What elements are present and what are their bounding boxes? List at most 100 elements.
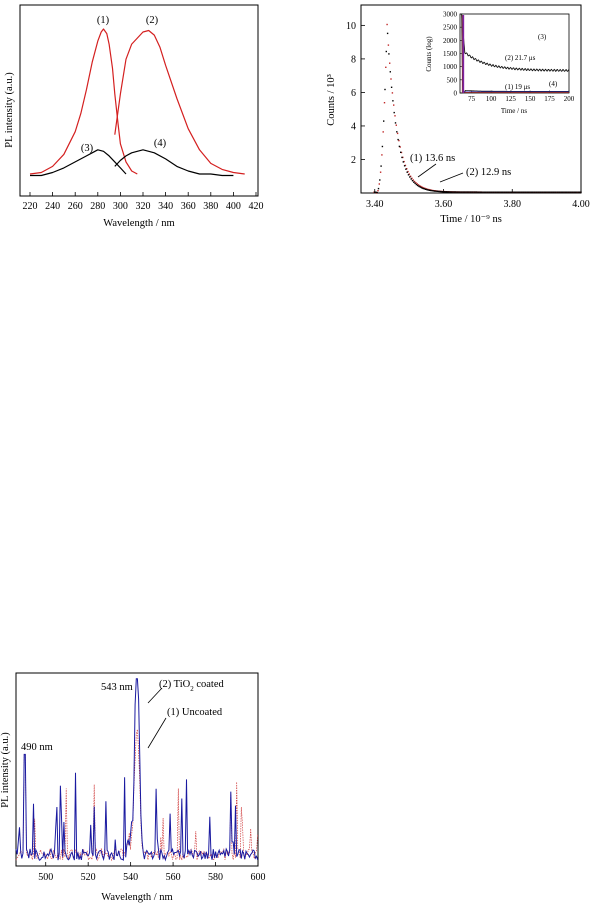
decay-point-series-2 xyxy=(571,191,573,193)
decay-y-tick-label: 2 xyxy=(351,155,356,166)
decay-point-series-2 xyxy=(503,191,505,193)
inset-series-1 xyxy=(461,13,569,94)
decay-point-series-1 xyxy=(385,66,387,68)
decay-point-series-2 xyxy=(437,190,440,193)
pl-green-series-label-2: (2) TiO2 coated xyxy=(159,679,225,693)
decay-point-series-1 xyxy=(382,131,384,133)
decay-point-series-2 xyxy=(415,183,418,186)
decay-inset: 75 100 125 150 175 20005001000150020002500300… xyxy=(425,11,575,116)
pl-uv-x-tick-label: 360 xyxy=(181,201,196,212)
pl-green-series-label-1: (1) Uncoated xyxy=(167,707,223,718)
decay-point-series-2 xyxy=(473,191,475,193)
decay-point-series-2 xyxy=(568,191,570,193)
decay-point-series-2 xyxy=(434,190,436,192)
decay-point-series-2 xyxy=(505,191,508,193)
decay-point-series-2 xyxy=(409,176,411,178)
decay-point-series-2 xyxy=(413,181,415,183)
inset-series-2 xyxy=(461,13,570,72)
decay-point-series-2 xyxy=(465,191,467,193)
decay-point-series-2 xyxy=(541,191,543,193)
pl-green-arrow-1 xyxy=(147,717,167,749)
decay-point-series-2 xyxy=(377,187,380,190)
decay-point-series-2 xyxy=(572,191,574,193)
decay-point-series-2 xyxy=(533,191,535,193)
decay-point-series-2 xyxy=(477,191,479,193)
decay-point-series-1 xyxy=(386,23,388,26)
pl-uv-y-axis-label: PL intensity (a.u.) xyxy=(4,72,15,148)
decay-point-series-2 xyxy=(414,182,416,185)
decay-point-series-2 xyxy=(403,165,406,167)
pl-green-x-tick-label: 540 xyxy=(123,872,138,883)
inset-y-tick-label: 1000 xyxy=(443,63,458,71)
decay-point-series-2 xyxy=(498,191,500,193)
decay-point-series-2 xyxy=(531,191,534,193)
decay-point-series-2 xyxy=(443,191,445,193)
decay-point-series-1 xyxy=(428,188,430,191)
decay-point-series-2 xyxy=(491,191,493,193)
decay-point-series-2 xyxy=(422,187,424,190)
pl-uv-series-line-1 xyxy=(29,28,138,175)
decay-point-series-2 xyxy=(555,191,557,193)
chart-pl-uv: 220 240 260 280 300 320 340 360 380 400 420 Wavele… xyxy=(4,4,264,229)
inset-x-tick-label: 150 xyxy=(525,95,536,103)
chart-pl-green: 500 520 540 560 580 600 Wavelength / nm PL in… xyxy=(0,672,266,903)
decay-point-series-2 xyxy=(436,190,438,192)
decay-point-series-1 xyxy=(417,184,420,186)
pl-uv-x-tick-label: 240 xyxy=(45,201,60,212)
decay-point-series-2 xyxy=(385,50,387,53)
decay-point-series-2 xyxy=(430,189,432,192)
decay-point-series-2 xyxy=(529,191,531,193)
decay-point-series-2 xyxy=(432,190,435,192)
decay-point-series-2 xyxy=(423,188,425,190)
pl-green-series-coated xyxy=(15,678,259,862)
decay-point-series-2 xyxy=(569,191,572,193)
decay-point-series-2 xyxy=(554,191,556,193)
decay-point-series-2 xyxy=(411,180,414,182)
pl-green-x-tick-label: 600 xyxy=(251,872,266,883)
decay-point-series-2 xyxy=(511,191,513,193)
decay-point-series-2 xyxy=(418,185,420,188)
decay-point-series-2 xyxy=(580,191,582,193)
pl-uv-series xyxy=(29,28,245,177)
decay-point-series-2 xyxy=(488,191,491,193)
decay-point-series-2 xyxy=(501,191,504,193)
decay-point-series-2 xyxy=(486,191,488,193)
decay-point-series-1 xyxy=(379,171,382,173)
decay-point-series-2 xyxy=(537,191,539,193)
decay-point-series-2 xyxy=(464,191,466,193)
decay-point-series-1 xyxy=(403,160,405,163)
pl-green-frame xyxy=(15,672,259,867)
decay-point-series-2 xyxy=(466,191,468,193)
decay-point-series-2 xyxy=(508,191,510,193)
decay-point-series-1 xyxy=(377,190,379,192)
decay-point-series-2 xyxy=(579,191,581,193)
decay-point-series-2 xyxy=(547,191,549,193)
decay-point-series-2 xyxy=(447,191,449,193)
decay-point-series-2 xyxy=(563,191,565,193)
decay-point-series-2 xyxy=(483,191,485,193)
pl-green-y-axis-label: PL intensity (a.u.) xyxy=(0,732,11,808)
decay-point-series-2 xyxy=(521,191,523,193)
decay-point-series-2 xyxy=(471,191,474,193)
decay-point-series-2 xyxy=(562,191,564,193)
decay-point-series-2 xyxy=(538,191,540,193)
decay-point-series-2 xyxy=(452,191,454,193)
decay-point-series-2 xyxy=(534,191,536,193)
decay-point-series-2 xyxy=(440,190,442,193)
decay-point-series-1 xyxy=(416,183,418,185)
decay-point-series-2 xyxy=(507,191,509,193)
pl-green-arrow-2 xyxy=(147,687,163,704)
pl-uv-series-line-4 xyxy=(114,149,234,177)
decay-point-series-2 xyxy=(373,191,376,193)
decay-point-series-1 xyxy=(415,182,417,184)
decay-x-tick-label: 3.60 xyxy=(435,199,453,210)
decay-point-series-2 xyxy=(394,122,397,124)
decay-point-series-1 xyxy=(411,177,413,179)
inset-y-tick-label: 2000 xyxy=(443,37,458,45)
inset-y-tick-label: 2500 xyxy=(443,24,458,32)
decay-point-series-2 xyxy=(556,191,559,193)
decay-point-series-2 xyxy=(458,191,461,193)
pl-green-x-tick-label: 520 xyxy=(81,872,96,883)
decay-point-series-2 xyxy=(445,191,448,193)
decay-point-series-2 xyxy=(384,88,386,91)
